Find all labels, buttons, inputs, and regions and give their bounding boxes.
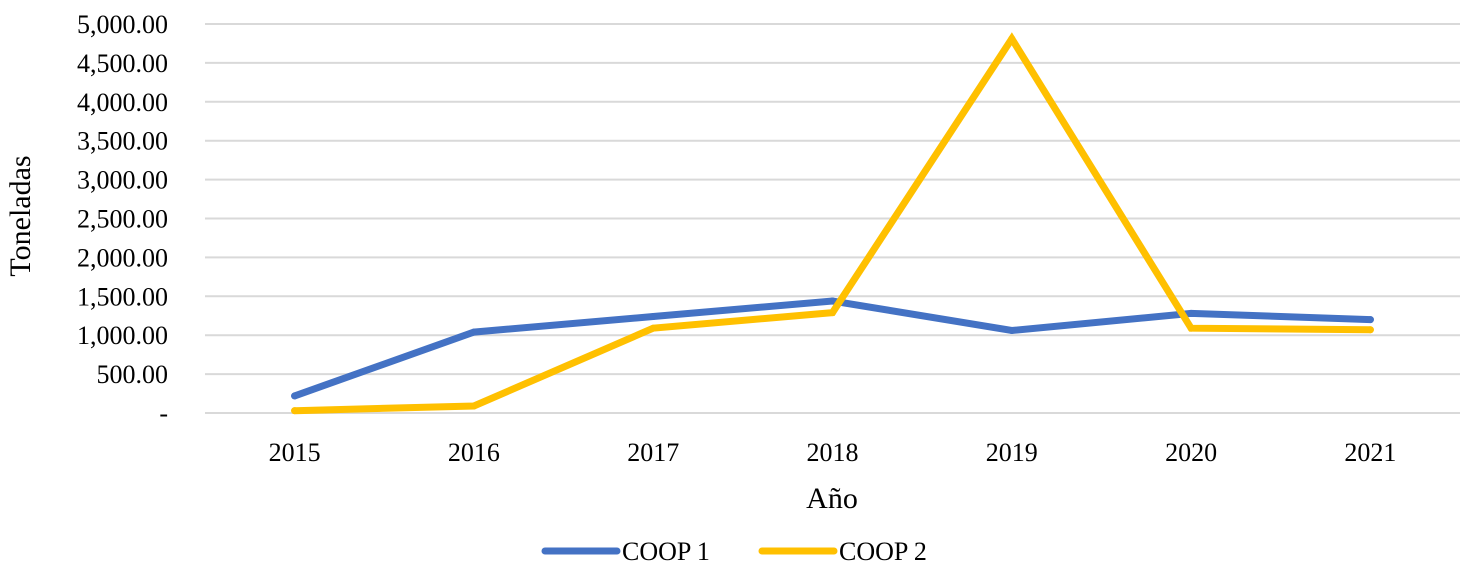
gridlines bbox=[205, 23, 1460, 414]
data-point bbox=[649, 324, 657, 332]
x-tick-label: 2015 bbox=[269, 438, 321, 467]
y-tick-label: 1,500.00 bbox=[77, 282, 168, 311]
legend-label-2: COOP 2 bbox=[839, 537, 927, 566]
y-tick-label: 2,000.00 bbox=[77, 243, 168, 272]
data-point bbox=[1366, 316, 1374, 324]
data-point bbox=[1008, 35, 1016, 43]
data-point bbox=[291, 407, 299, 415]
legend: COOP 1 COOP 2 bbox=[541, 537, 927, 566]
x-tick-label: 2020 bbox=[1165, 438, 1217, 467]
x-tick-label: 2021 bbox=[1344, 438, 1396, 467]
y-axis-title: Toneladas bbox=[4, 155, 37, 276]
x-tick-label: 2016 bbox=[448, 438, 500, 467]
y-tick-label: 4,500.00 bbox=[77, 49, 168, 78]
data-point bbox=[1366, 326, 1374, 334]
y-tick-label: 5,000.00 bbox=[77, 10, 168, 39]
y-tick-label: 2,500.00 bbox=[77, 205, 168, 234]
data-point bbox=[470, 328, 478, 336]
x-tick-label: 2018 bbox=[807, 438, 859, 467]
x-axis-tick-labels: 2015 2016 2017 2018 2019 2020 2021 bbox=[269, 438, 1397, 467]
series-lines bbox=[291, 32, 1374, 415]
data-point bbox=[649, 313, 657, 321]
data-point bbox=[829, 309, 836, 317]
y-tick-label: 3,500.00 bbox=[77, 127, 168, 156]
y-tick-label: 500.00 bbox=[97, 360, 169, 389]
y-tick-label: 1,000.00 bbox=[77, 321, 168, 350]
series-line-2 bbox=[291, 32, 1374, 415]
data-point bbox=[470, 402, 478, 410]
data-point bbox=[829, 297, 836, 305]
x-axis-title: Año bbox=[806, 482, 858, 515]
data-point bbox=[1008, 327, 1016, 335]
data-point bbox=[291, 392, 299, 400]
y-tick-label: - bbox=[159, 399, 168, 428]
y-tick-label: 4,000.00 bbox=[77, 88, 168, 117]
data-point bbox=[1187, 324, 1195, 332]
x-tick-label: 2017 bbox=[627, 438, 679, 467]
y-tick-label: 3,000.00 bbox=[77, 166, 168, 195]
x-tick-label: 2019 bbox=[986, 438, 1038, 467]
data-point bbox=[1187, 309, 1195, 317]
legend-label-1: COOP 1 bbox=[622, 537, 710, 566]
y-axis-tick-labels: - 500.00 1,000.00 1,500.00 2,000.00 2,500.00 3… bbox=[77, 10, 168, 428]
